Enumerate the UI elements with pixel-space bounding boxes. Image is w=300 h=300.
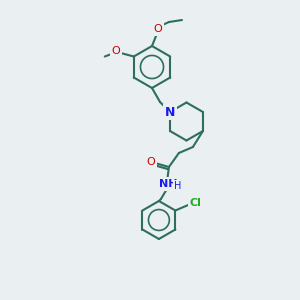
- Text: Cl: Cl: [189, 199, 201, 208]
- Text: O: O: [111, 46, 120, 56]
- Text: N: N: [165, 106, 175, 118]
- Text: O: O: [154, 24, 162, 34]
- Text: NH: NH: [159, 179, 177, 189]
- Text: O: O: [146, 157, 155, 167]
- Text: H: H: [174, 181, 182, 191]
